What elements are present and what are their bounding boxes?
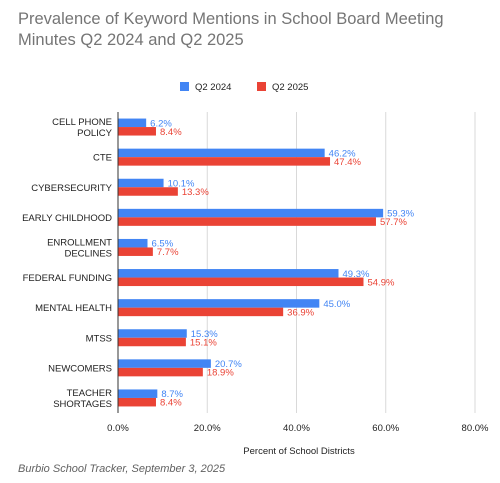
bar-q2-2025: [118, 337, 186, 347]
bar-q2-2024: [118, 359, 211, 368]
category-label: EARLY CHILDHOOD: [22, 213, 112, 224]
x-tick-label: 60.0%: [372, 423, 399, 434]
data-label: 8.4%: [160, 127, 182, 138]
x-axis-title: Percent of School Districts: [243, 446, 355, 457]
data-label: 46.2%: [329, 148, 356, 159]
category-label: MENTAL HEALTH: [35, 303, 112, 314]
category-label: CYBERSECURITY: [31, 183, 112, 194]
category-label: DECLINES: [64, 248, 112, 259]
data-label: 7.7%: [157, 247, 179, 258]
category-label: MTSS: [86, 333, 112, 344]
legend-swatch: [180, 82, 189, 91]
bar-q2-2025: [118, 217, 376, 226]
data-label: 49.3%: [343, 269, 370, 280]
x-tick-label: 80.0%: [462, 423, 489, 434]
category-label: CELL PHONE: [52, 117, 112, 128]
bar-q2-2025: [118, 277, 364, 287]
data-label: 36.9%: [287, 307, 314, 318]
data-label: 15.1%: [190, 337, 217, 348]
bar-q2-2025: [118, 397, 156, 407]
bars: [118, 118, 384, 407]
bar-q2-2025: [118, 247, 153, 256]
data-label: 47.4%: [334, 157, 361, 168]
data-label: 59.3%: [387, 209, 414, 220]
bar-q2-2024: [118, 118, 147, 128]
data-label: 13.3%: [182, 187, 209, 198]
data-labels: 6.2%8.4%46.2%47.4%10.1%13.3%59.3%57.7%6.…: [150, 118, 414, 408]
bar-q2-2025: [118, 187, 178, 196]
bar-q2-2024: [118, 238, 148, 248]
data-label: 8.7%: [161, 389, 183, 400]
category-label: NEWCOMERS: [48, 363, 112, 374]
legend-label: Q2 2025: [272, 82, 308, 93]
x-tick-label: 20.0%: [194, 423, 221, 434]
data-label: 20.7%: [215, 359, 242, 370]
x-tick-labels: 0.0% 20.0% 40.0% 60.0% 80.0%: [107, 423, 489, 434]
data-label: 18.9%: [207, 368, 234, 379]
bar-q2-2024: [118, 178, 164, 188]
data-label: 54.9%: [367, 277, 394, 288]
category-label: TEACHER: [67, 388, 113, 399]
bar-q2-2025: [118, 307, 284, 317]
bar-q2-2024: [118, 208, 384, 218]
bar-q2-2024: [118, 148, 325, 158]
category-label: SHORTAGES: [53, 399, 112, 410]
bar-q2-2025: [118, 367, 203, 377]
legend-swatch: [257, 82, 266, 91]
bar-q2-2024: [118, 389, 158, 398]
category-label: CTE: [93, 153, 112, 164]
x-tick-label: 40.0%: [283, 423, 310, 434]
data-label: 10.1%: [168, 178, 195, 189]
data-label: 15.3%: [191, 329, 218, 340]
category-label: ENROLLMENT: [47, 237, 112, 248]
data-label: 6.5%: [152, 239, 174, 250]
legend-label: Q2 2024: [195, 82, 231, 93]
data-label: 57.7%: [380, 217, 407, 228]
data-label: 6.2%: [150, 118, 172, 129]
legend: Q2 2024 Q2 2025: [180, 82, 308, 93]
source-note: Burbio School Tracker, September 3, 2025: [18, 463, 226, 475]
category-label: FEDERAL FUNDING: [23, 273, 112, 284]
bar-q2-2025: [118, 157, 331, 166]
data-label: 8.4%: [160, 398, 182, 409]
bar-q2-2024: [118, 329, 187, 338]
bar-q2-2024: [118, 299, 320, 308]
x-tick-label: 0.0%: [107, 423, 129, 434]
category-label: POLICY: [77, 128, 113, 139]
bar-q2-2024: [118, 269, 339, 278]
data-label: 45.0%: [323, 299, 350, 310]
chart-title: Prevalence of Keyword Mentions in School…: [18, 10, 444, 49]
bar-q2-2025: [118, 127, 156, 136]
